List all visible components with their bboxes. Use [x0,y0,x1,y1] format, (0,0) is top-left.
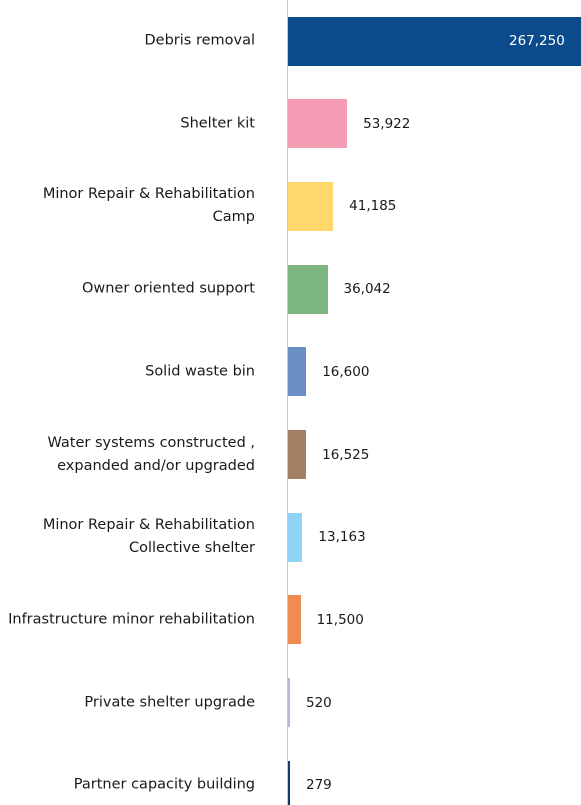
category-label: Partner capacity building [73,776,255,793]
bar [288,181,334,231]
category-label: Debris removal [144,32,256,49]
category-label: Solid waste bin [145,363,255,380]
bar [288,678,290,728]
value-label: 13,163 [318,529,366,546]
bar [288,430,307,479]
value-label: 41,185 [349,198,397,215]
category-label: Private shelter upgrade [84,694,255,711]
bar [288,595,301,645]
bar [288,16,581,66]
value-label: 267,250 [509,33,565,49]
category-label: Shelter kit [180,115,255,132]
value-label: 279 [306,777,332,794]
axis-line [287,0,288,805]
value-label: 53,922 [363,115,411,132]
category-label: Infrastructure minor rehabilitation [8,611,255,628]
value-label: 11,500 [316,611,364,628]
category-label: Owner oriented support [81,280,255,297]
bar [288,264,328,314]
bar [288,512,303,562]
value-label: 16,600 [322,363,370,380]
value-label: 16,525 [322,446,370,463]
value-label: 520 [306,694,332,711]
bar [288,99,348,149]
value-label: 36,042 [343,281,391,298]
bar [288,347,307,397]
category-label: Minor Repair & Rehabilitation Camp [42,186,255,226]
bar [288,760,290,805]
category-label: Minor Repair & Rehabilitation Collective… [42,517,255,557]
category-label: Water systems constructed , expanded and… [47,434,255,474]
